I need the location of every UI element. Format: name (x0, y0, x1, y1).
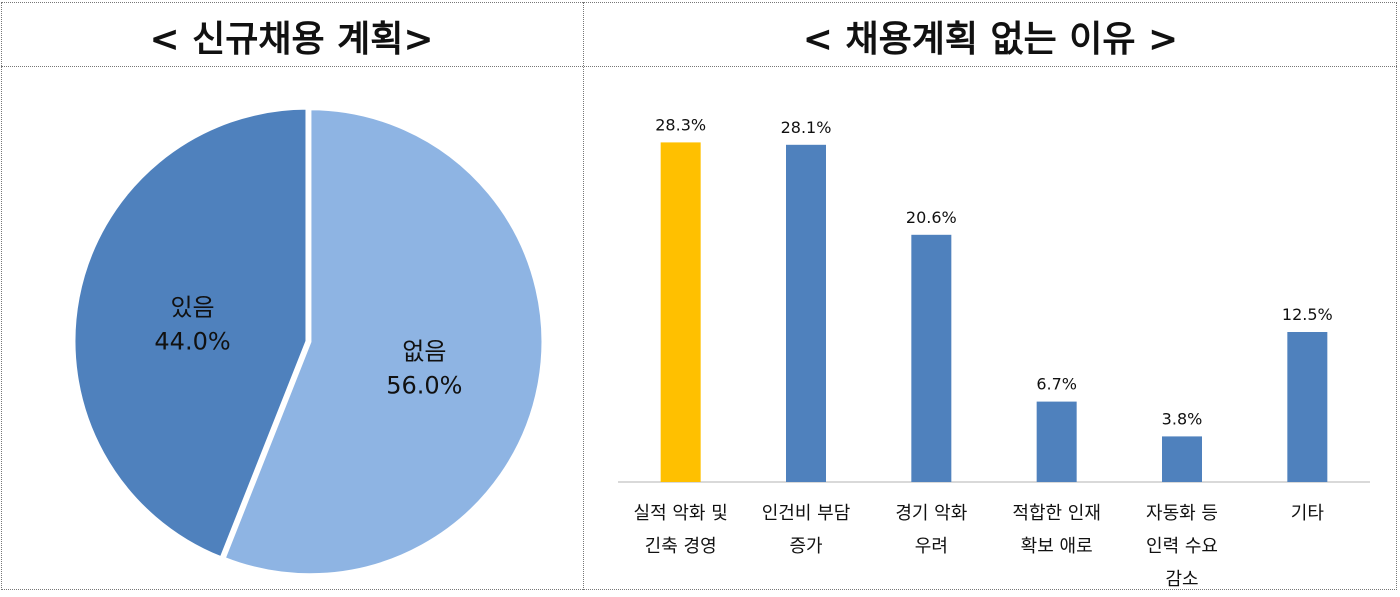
x-tick-label: 감소 (1165, 569, 1198, 589)
pie-slice (72, 106, 309, 560)
bar-value-label: 6.7% (1036, 375, 1077, 394)
x-tick-label: 우려 (915, 536, 948, 557)
bar (1287, 332, 1328, 482)
x-tick-label: 인력 수요 (1146, 536, 1218, 557)
x-tick-label: 경기 악화 (895, 503, 967, 524)
pie-slice-label: 없음 (402, 338, 446, 366)
bar (1036, 401, 1077, 482)
pie-slice-value: 56.0% (386, 372, 462, 400)
bar (660, 142, 701, 482)
pie-slice-value: 44.0% (154, 327, 230, 355)
bar (911, 234, 952, 482)
bar (786, 144, 826, 483)
x-tick-label: 실적 악화 및 (634, 503, 728, 524)
bar-value-label: 28.1% (781, 118, 832, 137)
header-divider (1, 66, 1397, 67)
x-tick-label: 자동화 등 (1146, 503, 1218, 524)
x-tick-label: 인건비 부담 (762, 503, 851, 524)
pie-slice-label: 있음 (170, 293, 214, 321)
panel-divider (583, 2, 584, 590)
bar-value-label: 12.5% (1282, 305, 1333, 324)
bar-value-label: 20.6% (906, 208, 957, 227)
x-tick-label: 확보 애로 (1021, 536, 1093, 557)
pie-chart-title: < 신규채용 계획> (149, 19, 434, 60)
bar-value-label: 3.8% (1162, 409, 1203, 428)
x-tick-label: 증가 (789, 536, 822, 557)
pie-slice (222, 107, 545, 577)
x-tick-label: 긴축 경영 (645, 536, 717, 557)
bar (1162, 436, 1202, 482)
bar-value-label: 28.3% (655, 115, 706, 134)
pie-chart: 없음 56.0% 있음 44.0% (72, 106, 545, 577)
x-tick-label: 적합한 인재 (1012, 503, 1101, 524)
bar-chart-title: < 채용계획 없는 이유 > (802, 19, 1179, 60)
x-tick-label: 기타 (1291, 503, 1325, 524)
